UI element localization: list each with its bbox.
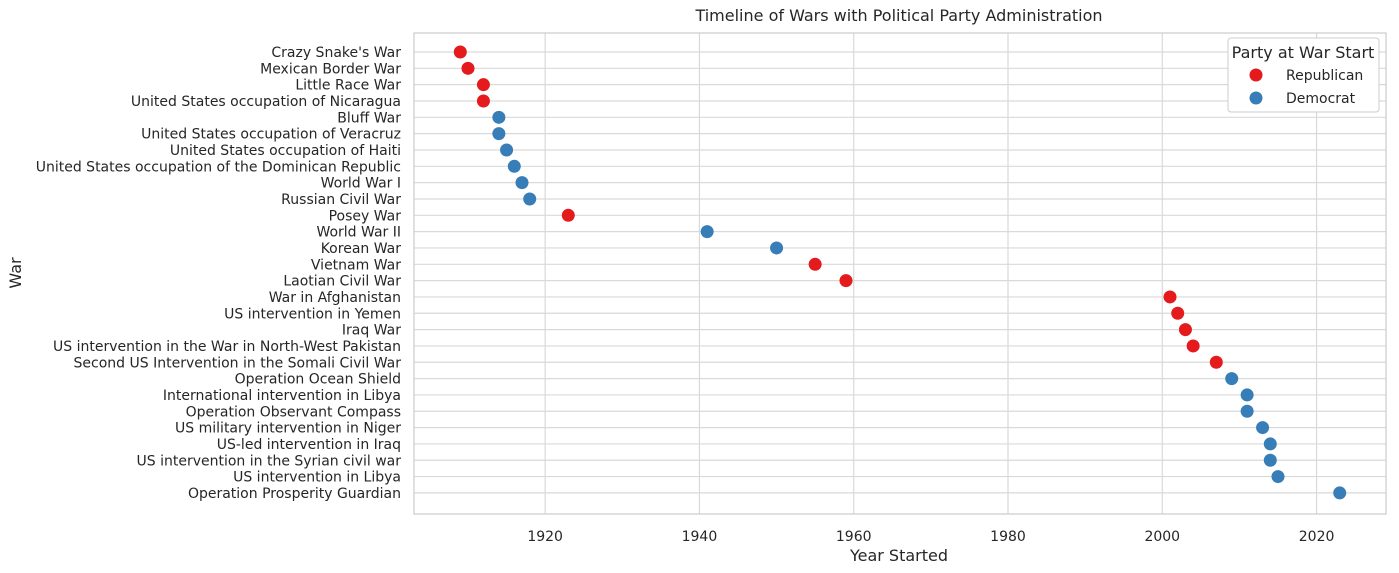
x-axis-ticks: 1920 1940 1960 1980 2000 2020 [527, 529, 1334, 545]
x-tick-label: 1920 [527, 529, 563, 545]
data-point [700, 225, 714, 239]
grid [414, 33, 1386, 514]
y-tick-label: United States occupation of Veracruz [141, 127, 401, 143]
data-point [1171, 306, 1185, 320]
data-point [461, 61, 475, 75]
legend-box [1227, 37, 1380, 113]
data-point [808, 257, 822, 271]
y-tick-label: United States occupation of Nicaragua [131, 94, 401, 110]
y-tick-label: Crazy Snake's War [271, 45, 401, 61]
y-tick-label: US intervention in Libya [233, 470, 401, 486]
data-point [476, 94, 490, 108]
y-axis-label: War [6, 257, 25, 289]
y-tick-label: Little Race War [295, 78, 401, 94]
y-tick-label: World War I [321, 176, 401, 192]
y-tick-label: United States occupation of the Dominica… [36, 159, 401, 175]
data-point [561, 208, 575, 222]
y-tick-label: Korean War [321, 241, 402, 257]
y-tick-label: Second US Intervention in the Somali Civ… [74, 355, 402, 371]
y-tick-label: Operation Prosperity Guardian [188, 486, 401, 502]
data-point [492, 110, 506, 124]
y-tick-label: Operation Observant Compass [186, 404, 401, 420]
y-tick-label: US-led intervention in Iraq [217, 437, 401, 453]
plot-area [414, 33, 1386, 514]
y-tick-label: International intervention in Libya [163, 388, 401, 404]
x-tick-label: 1940 [682, 529, 718, 545]
legend-title: Party at War Start [1232, 43, 1375, 62]
y-tick-label: World War II [316, 225, 401, 241]
y-tick-label: Posey War [329, 208, 402, 224]
y-tick-label: Operation Ocean Shield [235, 372, 401, 388]
x-axis-label: Year Started [849, 546, 948, 565]
y-tick-label: Vietnam War [311, 257, 401, 273]
data-point [453, 45, 467, 59]
x-tick-label: 1960 [836, 529, 872, 545]
data-point [1263, 453, 1277, 467]
x-tick-label: 2000 [1144, 529, 1180, 545]
x-tick-label: 1980 [990, 529, 1026, 545]
legend-marker-democrat [1249, 91, 1263, 105]
legend: Party at War Start Republican Democrat [1227, 37, 1380, 113]
y-tick-label: Bluff War [337, 110, 401, 126]
data-point [515, 176, 529, 190]
data-point [492, 127, 506, 141]
axes-border [413, 32, 1387, 515]
y-tick-label: US intervention in the War in North-West… [53, 339, 401, 355]
data-point [1209, 355, 1223, 369]
chart-title: Timeline of Wars with Political Party Ad… [694, 6, 1102, 25]
data-point [770, 241, 784, 255]
data-point [1333, 486, 1347, 500]
data-point [1263, 437, 1277, 451]
data-point [1240, 404, 1254, 418]
y-tick-label: Russian Civil War [281, 192, 401, 208]
data-point [500, 143, 514, 157]
data-point [839, 274, 853, 288]
legend-label-democrat: Democrat [1286, 91, 1356, 107]
y-tick-label: United States occupation of Haiti [170, 143, 401, 159]
y-tick-label: Mexican Border War [260, 61, 401, 77]
data-point [1256, 421, 1270, 435]
x-tick-label: 2020 [1299, 529, 1335, 545]
y-tick-label: US intervention in the Syrian civil war [137, 453, 402, 469]
y-tick-label: War in Afghanistan [269, 290, 401, 306]
y-tick-label: US intervention in Yemen [224, 306, 401, 322]
data-point [1271, 470, 1285, 484]
data-point [476, 78, 490, 92]
data-point [507, 159, 521, 173]
y-tick-label: Laotian Civil War [283, 274, 401, 290]
legend-label-republican: Republican [1286, 68, 1363, 84]
data-point [523, 192, 537, 206]
data-point [1186, 339, 1200, 353]
legend-marker-republican [1249, 68, 1263, 82]
axes-frame [413, 32, 1387, 515]
y-tick-label: US military intervention in Niger [175, 421, 401, 437]
data-points [453, 45, 1347, 500]
y-tick-label: Iraq War [342, 323, 401, 339]
data-point [1163, 290, 1177, 304]
data-point [1225, 372, 1239, 386]
data-point [1178, 323, 1192, 337]
data-point [1240, 388, 1254, 402]
